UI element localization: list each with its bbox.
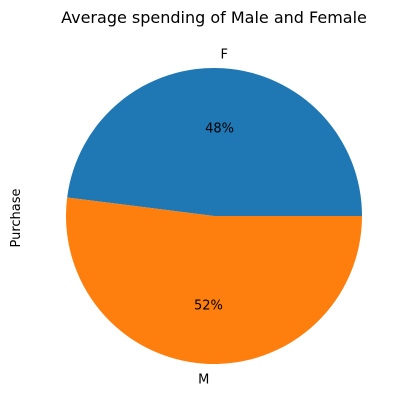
pie-pct-label-f: 48%: [205, 121, 234, 136]
y-axis-label: Purchase: [9, 188, 24, 247]
pie-slices: [66, 67, 363, 364]
pie-slice-m: [66, 197, 363, 364]
pie-pct-label-m: 52%: [194, 299, 223, 314]
pie-category-label-m: M: [198, 372, 209, 387]
pie-category-label-f: F: [220, 48, 227, 63]
chart-title: Average spending of Male and Female: [61, 8, 367, 27]
pie-slice-f: [67, 67, 362, 216]
pie-labels: 48% F 52% M: [194, 48, 234, 388]
